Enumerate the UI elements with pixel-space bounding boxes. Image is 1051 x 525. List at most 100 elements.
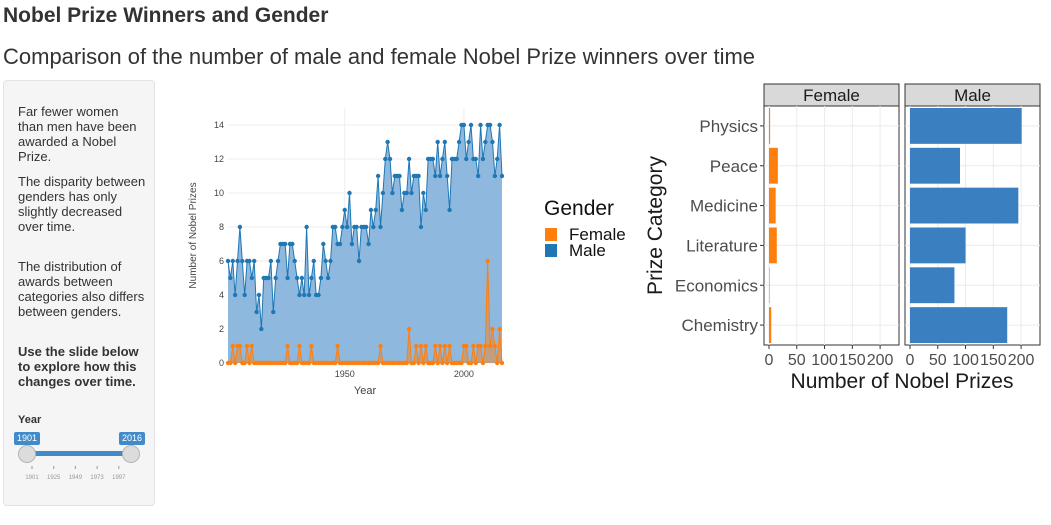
male-point xyxy=(292,258,297,264)
year-slider-from-badge: 1901 xyxy=(14,432,41,445)
female-point xyxy=(459,360,464,366)
male-point xyxy=(464,156,469,162)
male-legend-label: Male xyxy=(569,241,606,260)
x-tick-label: 100 xyxy=(952,352,979,369)
female-point xyxy=(297,343,302,349)
male-point xyxy=(252,258,257,264)
male-point xyxy=(363,224,369,230)
x-tick-label: 2000 xyxy=(454,369,474,379)
male-point xyxy=(290,241,295,247)
male-point xyxy=(461,122,467,128)
male-point xyxy=(437,173,443,179)
year-slider-ticks: 1901 1925 1949 1973 1997 xyxy=(25,466,126,481)
male-point xyxy=(387,156,393,162)
year-slider-track[interactable] xyxy=(26,451,132,456)
female-bar xyxy=(769,107,771,144)
male-point xyxy=(306,292,312,298)
male-point xyxy=(316,292,321,298)
female-point xyxy=(418,343,424,349)
female-point xyxy=(406,326,412,332)
x-axis-title: Number of Nobel Prizes xyxy=(791,370,1014,393)
male-point xyxy=(473,156,478,162)
y-tick-label: 0 xyxy=(219,358,224,368)
year-slider-label: Year xyxy=(18,414,42,426)
y-tick-label: 12 xyxy=(214,154,224,164)
male-point xyxy=(344,224,350,230)
female-point xyxy=(242,360,247,366)
female-point xyxy=(237,343,243,349)
male-point xyxy=(380,190,386,196)
female-point xyxy=(404,360,409,366)
male-point xyxy=(333,224,338,230)
female-point xyxy=(492,343,498,349)
female-point xyxy=(306,360,312,366)
male-bar xyxy=(910,147,960,184)
year-slider-from-handle[interactable] xyxy=(18,445,36,463)
x-tick-label: 1950 xyxy=(335,369,355,379)
year-slider-to-handle[interactable] xyxy=(122,445,140,463)
female-point xyxy=(416,360,421,366)
male-point xyxy=(435,139,440,145)
male-point xyxy=(311,258,316,264)
female-point xyxy=(435,360,440,366)
female-point xyxy=(294,360,300,366)
x-tick-label: 50 xyxy=(929,352,947,369)
male-point xyxy=(249,275,255,281)
male-point xyxy=(421,190,426,196)
male-point xyxy=(240,258,245,264)
male-point xyxy=(225,258,231,264)
y-tick-label: Peace xyxy=(710,157,758,176)
y-axis-title: Prize Category xyxy=(644,156,667,295)
y-tick-label: Physics xyxy=(699,117,758,136)
male-point xyxy=(235,258,240,264)
female-point xyxy=(282,360,288,366)
male-point xyxy=(304,224,309,230)
male-point xyxy=(347,190,352,196)
male-point xyxy=(390,190,395,196)
x-tick-label: 150 xyxy=(839,352,866,369)
x-axis-title: Year xyxy=(354,385,377,397)
male-point xyxy=(242,292,247,298)
male-point xyxy=(256,292,262,298)
male-point xyxy=(454,156,459,162)
male-point xyxy=(302,292,307,298)
male-point xyxy=(416,173,421,179)
slider-tick-label: 1997 xyxy=(112,475,126,481)
female-point xyxy=(490,326,495,332)
male-point xyxy=(490,139,495,145)
male-point xyxy=(259,326,264,332)
male-point xyxy=(342,207,347,213)
male-point xyxy=(406,156,412,162)
male-point xyxy=(254,309,259,315)
male-point xyxy=(285,275,290,281)
male-point xyxy=(404,190,409,196)
male-bar xyxy=(910,227,966,264)
slider-tick-label: 1925 xyxy=(47,475,61,481)
male-point xyxy=(309,275,314,281)
x-tick-label: 50 xyxy=(788,352,806,369)
female-point xyxy=(411,360,417,366)
female-point xyxy=(228,360,233,366)
slider-tick-label: 1901 xyxy=(25,475,39,481)
sidebar-instruction: Use the slide below to explore how this … xyxy=(18,344,139,389)
male-legend-swatch xyxy=(545,244,557,257)
male-point xyxy=(373,207,378,213)
female-point xyxy=(247,360,252,366)
y-tick-label: 10 xyxy=(214,188,224,198)
male-point xyxy=(354,224,359,230)
female-point xyxy=(333,360,338,366)
male-area xyxy=(228,125,502,363)
male-point xyxy=(397,173,402,179)
timeline-chart: 0 2 4 6 8 10 12 14 1950 2000 Year Number of Nobel P… xyxy=(188,108,505,397)
facet-panel xyxy=(904,105,1041,346)
male-point xyxy=(340,224,345,230)
female-point xyxy=(499,360,505,366)
female-bar xyxy=(769,147,778,184)
slider-tick-label: 1973 xyxy=(90,475,104,481)
app-subtitle: Comparison of the number of male and fem… xyxy=(3,44,756,69)
facet-label: Female xyxy=(803,86,860,105)
male-bar xyxy=(910,267,955,304)
female-bar xyxy=(769,307,772,344)
male-point xyxy=(409,190,414,196)
